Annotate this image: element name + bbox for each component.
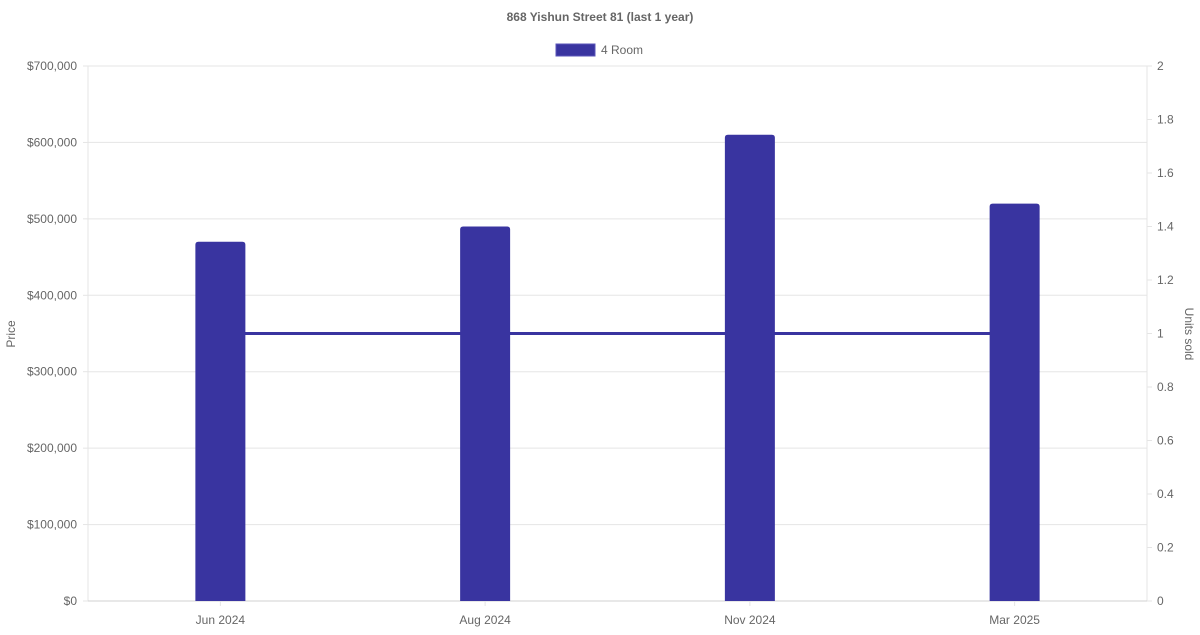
y2-tick-label: 0.8: [1157, 380, 1174, 394]
y-tick-label: $400,000: [27, 288, 77, 302]
y2-tick-label: 0.4: [1157, 487, 1174, 501]
y2-tick-label: 0.6: [1157, 434, 1174, 448]
bar: [724, 134, 775, 602]
x-tick-label: Aug 2024: [459, 613, 511, 627]
y2-tick-label: 1.4: [1157, 220, 1174, 234]
legend[interactable]: 4 Room: [555, 43, 643, 57]
bar: [195, 241, 246, 602]
y2-tick-label: 1.6: [1157, 166, 1174, 180]
legend-swatch: [555, 43, 596, 57]
y2-axis-label: Units sold: [1182, 308, 1196, 361]
x-tick-label: Jun 2024: [196, 613, 246, 627]
y-tick-label: $0: [64, 594, 78, 608]
y-tick-label: $300,000: [27, 365, 77, 379]
y2-tick-label: 2: [1157, 59, 1164, 73]
bar: [460, 226, 511, 601]
x-tick-label: Nov 2024: [724, 613, 776, 627]
chart-title: 868 Yishun Street 81 (last 1 year): [507, 10, 694, 24]
y2-tick-label: 0: [1157, 594, 1164, 608]
bar: [989, 203, 1040, 602]
y2-tick-label: 1.8: [1157, 113, 1174, 127]
y2-tick-label: 1.2: [1157, 273, 1174, 287]
y-axis-label: Price: [4, 320, 18, 348]
y2-tick-label: 0.2: [1157, 541, 1174, 555]
y-tick-label: $700,000: [27, 59, 77, 73]
y2-tick-label: 1: [1157, 327, 1164, 341]
y-tick-label: $600,000: [27, 135, 77, 149]
y-tick-label: $500,000: [27, 212, 77, 226]
x-tick-label: Mar 2025: [989, 613, 1040, 627]
legend-label: 4 Room: [601, 43, 643, 57]
y-tick-label: $200,000: [27, 441, 77, 455]
y-tick-label: $100,000: [27, 518, 77, 532]
